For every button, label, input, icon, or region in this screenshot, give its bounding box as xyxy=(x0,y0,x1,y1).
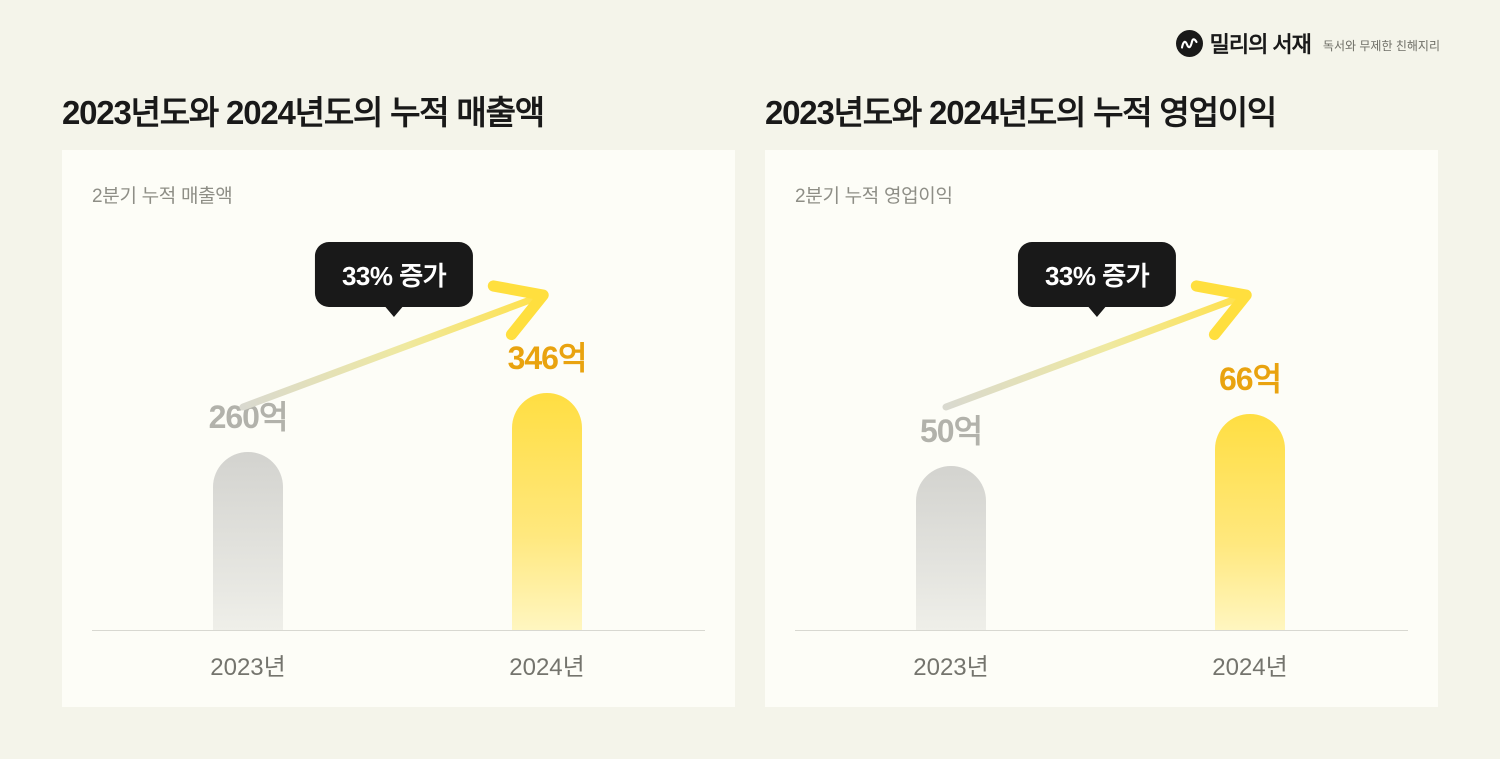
bar-shape-2023 xyxy=(916,466,986,630)
bar-value-label: 50억 xyxy=(919,413,983,449)
brand-name: 밀리의 서재 xyxy=(1209,32,1312,57)
bar-shape-2024 xyxy=(1215,414,1285,630)
bar-shape-2024 xyxy=(512,393,582,630)
category-label-2023: 2023년 xyxy=(913,654,989,681)
category-label-2024: 2024년 xyxy=(1212,654,1288,681)
chart-subtitle: 2분기 누적 매출액 xyxy=(92,186,233,207)
chart-title-prefix: 2023년도와 2024년도의 xyxy=(62,94,391,131)
chart-title-emphasis: 누적 영업이익 xyxy=(1093,94,1277,131)
bar-value-label: 346억 xyxy=(507,340,588,376)
chart-title-revenue: 2023년도와 2024년도의 누적 매출액 xyxy=(62,86,545,134)
chart-title-prefix: 2023년도와 2024년도의 xyxy=(765,94,1094,131)
x-axis-line xyxy=(795,630,1408,631)
chart-panel-revenue: 2분기 누적 매출액 33% 증가 260억 346억 2023년 2024년 xyxy=(62,150,735,707)
brand-tagline: 독서와 무제한 친해지리 xyxy=(1322,39,1440,53)
growth-arrow xyxy=(942,280,1252,411)
chart-panel-profit: 2분기 누적 영업이익 33% 증가 50억 66억 2023년 2024년 xyxy=(765,150,1438,707)
category-label-2023: 2023년 xyxy=(210,654,286,681)
chart-subtitle: 2분기 누적 영업이익 xyxy=(795,186,953,207)
chart-title-profit: 2023년도와 2024년도의 누적 영업이익 xyxy=(765,86,1277,134)
growth-badge: 33% 증가 xyxy=(1017,242,1177,307)
bar-value-label: 66억 xyxy=(1218,361,1282,397)
brand-logo: 밀리의 서재 독서와 무제한 친해지리 xyxy=(1175,27,1440,59)
bar-shape-2023 xyxy=(213,452,283,630)
category-label-2024: 2024년 xyxy=(509,654,585,681)
millie-logo-icon xyxy=(1175,29,1203,57)
growth-badge: 33% 증가 xyxy=(314,242,474,307)
growth-arrow xyxy=(239,280,549,411)
x-axis-line xyxy=(92,630,705,631)
chart-title-emphasis: 누적 매출액 xyxy=(390,94,545,131)
